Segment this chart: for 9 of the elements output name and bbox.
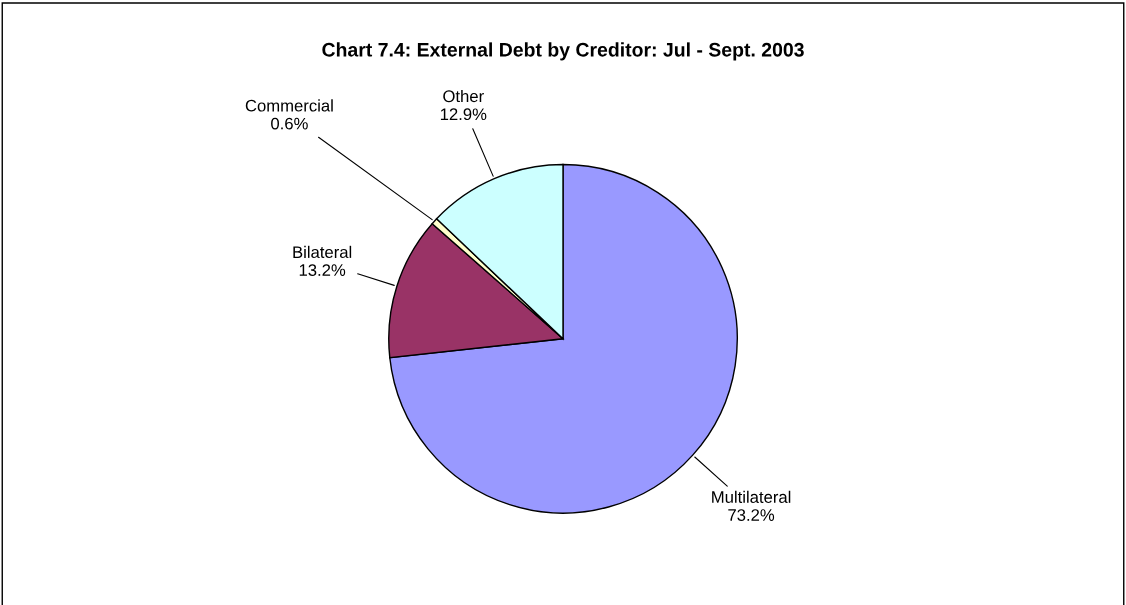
slice-label: Multilateral: [712, 490, 791, 503]
slice-label: Other: [443, 89, 484, 103]
slice-label: Commercial: [245, 99, 333, 112]
data-label: 0.6%: [271, 117, 308, 130]
data-label: 73.2%: [728, 509, 775, 521]
chart-title: Chart 7.4: External Debt by Creditor: Jul - Sept. 2003: [322, 42, 804, 61]
data-label: 13.2%: [299, 264, 346, 276]
slice-label: Bilateral: [293, 245, 352, 259]
data-label: 12.9%: [440, 108, 487, 121]
